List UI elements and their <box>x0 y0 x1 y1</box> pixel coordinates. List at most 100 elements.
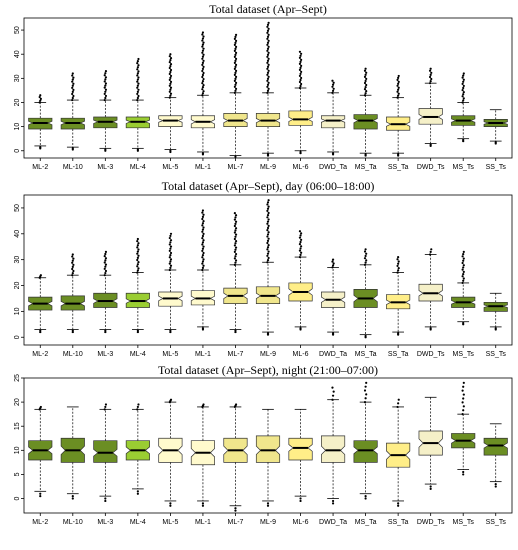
outlier-point <box>267 244 270 247</box>
outlier-point <box>299 247 302 250</box>
outlier-point <box>462 253 465 256</box>
outlier-point <box>266 246 270 249</box>
outlier-point <box>169 82 172 85</box>
outlier-point <box>201 266 205 269</box>
y-tick-label: 5 <box>14 472 21 476</box>
outlier-point <box>299 78 302 82</box>
outlier-point <box>72 76 75 79</box>
outlier-point <box>169 504 172 507</box>
outlier-point <box>234 69 238 72</box>
x-tick-label: SS_Ta <box>388 164 409 171</box>
outlier-point <box>364 254 367 258</box>
x-tick-label: MS_Ta <box>355 164 377 171</box>
outlier-point <box>266 252 270 255</box>
outlier-point <box>462 277 465 280</box>
outlier-point <box>429 250 432 253</box>
outlier-point <box>169 253 172 257</box>
outlier-point <box>363 69 367 72</box>
outlier-point <box>234 214 238 217</box>
y-tick-label: 20 <box>14 282 21 290</box>
box-body <box>93 440 118 463</box>
outlier-point <box>462 72 465 75</box>
y-tick-label: 0 <box>14 496 21 500</box>
outlier-point <box>331 260 334 263</box>
box-ML-2 <box>28 94 53 150</box>
outlier-point <box>202 220 205 223</box>
x-tick-label: ML-6 <box>293 351 309 358</box>
outlier-point <box>169 62 173 66</box>
outlier-point <box>233 250 236 253</box>
outlier-point <box>396 90 399 93</box>
outlier-point <box>104 250 108 253</box>
outlier-point <box>266 41 270 44</box>
outlier-point <box>202 35 205 38</box>
outlier-point <box>430 77 433 81</box>
outlier-point <box>136 68 139 71</box>
outlier-point <box>104 271 107 275</box>
outlier-point <box>364 73 367 76</box>
outlier-point <box>169 88 172 91</box>
outlier-point <box>462 470 465 474</box>
outlier-point <box>137 70 140 73</box>
outlier-point <box>364 92 367 95</box>
outlier-point <box>397 260 400 263</box>
outlier-point <box>104 72 107 75</box>
outlier-point <box>136 330 139 334</box>
outlier-point <box>71 92 74 96</box>
box-body <box>353 114 378 130</box>
outlier-point <box>234 87 238 90</box>
x-tick-label: ML-7 <box>227 519 243 526</box>
outlier-point <box>202 47 205 50</box>
outlier-point <box>104 82 108 85</box>
outlier-point <box>201 262 204 265</box>
outlier-point <box>71 495 74 498</box>
outlier-point <box>397 267 400 270</box>
outlier-point <box>202 232 205 235</box>
outlier-point <box>267 256 270 260</box>
outlier-point <box>266 43 269 46</box>
outlier-point <box>461 275 464 278</box>
outlier-point <box>234 507 237 510</box>
outlier-point <box>266 216 269 219</box>
x-tick-label: DWD_Ts <box>417 164 445 171</box>
outlier-point <box>201 243 204 246</box>
x-tick-label: ML-9 <box>260 351 276 358</box>
x-tick-label: ML-5 <box>162 519 178 526</box>
outlier-point <box>201 51 204 54</box>
outlier-point <box>233 73 236 76</box>
outlier-point <box>137 88 140 91</box>
outlier-point <box>234 246 238 249</box>
outlier-point <box>169 266 172 269</box>
outlier-point <box>363 250 367 253</box>
outlier-point <box>202 90 205 93</box>
outlier-point <box>201 504 205 507</box>
outlier-point <box>299 253 302 257</box>
outlier-point <box>462 259 465 262</box>
outlier-point <box>266 47 270 50</box>
outlier-point <box>461 88 464 92</box>
outlier-point <box>331 83 335 86</box>
outlier-point <box>233 244 236 247</box>
box-ML-4 <box>125 237 150 334</box>
outlier-point <box>234 83 237 86</box>
outlier-point <box>299 72 302 76</box>
outlier-point <box>169 239 173 242</box>
outlier-point <box>234 59 237 62</box>
outlier-point <box>462 266 465 269</box>
outlier-point <box>234 75 238 78</box>
outlier-point <box>169 245 173 248</box>
outlier-point <box>267 250 270 253</box>
outlier-point <box>71 78 74 81</box>
outlier-point <box>201 228 205 231</box>
outlier-point <box>462 473 465 476</box>
outlier-point <box>364 261 367 264</box>
box-SS_Ta <box>386 255 411 336</box>
x-tick-label: SS_Ta <box>388 519 409 526</box>
box-MS_Ts <box>451 381 476 476</box>
box-ML-10 <box>60 72 85 151</box>
y-tick-label: 10 <box>14 307 21 315</box>
outlier-point <box>298 74 302 78</box>
outlier-point <box>267 45 270 48</box>
outlier-point <box>462 279 465 282</box>
outlier-point <box>71 497 74 500</box>
